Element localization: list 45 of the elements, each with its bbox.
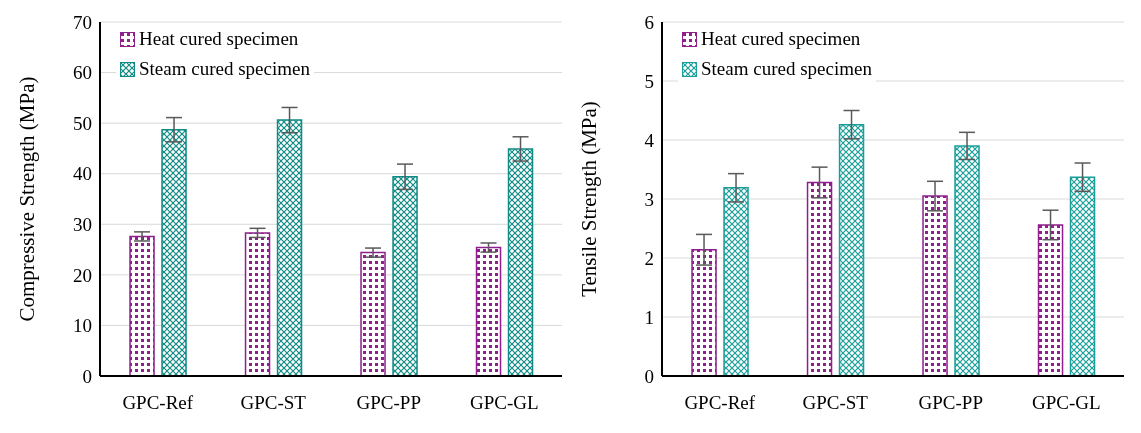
bar (691, 248, 717, 376)
y-axis-title: Tensile Strength (MPa) (577, 101, 602, 297)
y-tick-label: 30 (73, 214, 92, 236)
y-tick-label: 40 (73, 163, 92, 185)
x-tick-label: GPC-Ref (684, 392, 756, 414)
x-tick-label: GPC-GL (469, 392, 539, 414)
legend-label: Heat cured specimen (701, 27, 861, 51)
y-tick-label: 70 (73, 11, 92, 33)
y-tick-label: 0 (82, 365, 92, 387)
y-tick-label: 20 (73, 264, 92, 286)
bar (129, 235, 155, 376)
y-tick-label: 60 (73, 62, 92, 84)
bar (838, 123, 865, 376)
legend-label: Heat cured specimen (139, 27, 299, 51)
y-tick-label: 50 (73, 112, 92, 134)
y-tick-label: 3 (644, 188, 654, 210)
bar (954, 145, 980, 376)
x-tick-label: GPC-PP (356, 392, 421, 414)
legend-label: Steam cured specimen (701, 57, 872, 81)
bar (507, 148, 534, 376)
bar (806, 181, 833, 376)
bar (244, 232, 271, 376)
bar (276, 119, 303, 376)
bar (922, 195, 948, 376)
legend-label: Steam cured specimen (139, 57, 310, 81)
bar (392, 176, 418, 376)
bar (360, 251, 386, 376)
bar (1037, 224, 1064, 376)
y-tick-label: 1 (644, 306, 654, 328)
bar (723, 187, 749, 376)
y-tick-label: 10 (73, 315, 92, 337)
bar (1069, 176, 1096, 376)
x-tick-label: GPC-PP (918, 392, 983, 414)
y-tick-label: 6 (644, 11, 654, 33)
y-tick-label: 5 (644, 70, 654, 92)
y-tick-label: 0 (644, 365, 654, 387)
x-tick-label: GPC-ST (240, 392, 307, 414)
bar (161, 128, 187, 376)
y-axis-title: Compressive Strength (MPa) (15, 76, 40, 322)
y-tick-label: 2 (644, 247, 654, 269)
x-tick-label: GPC-Ref (122, 392, 194, 414)
y-tick-label: 4 (644, 129, 655, 151)
bar (475, 246, 502, 376)
x-tick-label: GPC-ST (802, 392, 869, 414)
x-tick-label: GPC-GL (1031, 392, 1101, 414)
